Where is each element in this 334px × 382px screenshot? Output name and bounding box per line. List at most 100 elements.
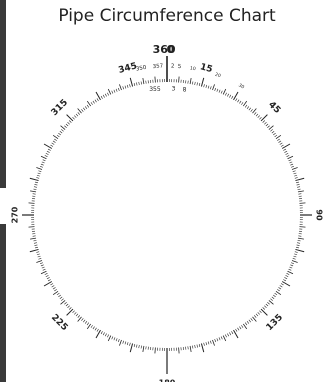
tick-minor	[207, 341, 210, 345]
tick-minor	[107, 334, 109, 338]
tick-minor	[257, 312, 260, 315]
tick-minor	[227, 93, 230, 97]
tick-medium	[189, 78, 192, 85]
tick-medium	[77, 108, 82, 114]
tick-minor	[285, 275, 289, 278]
tick-major	[233, 329, 239, 339]
tick-medium	[222, 88, 227, 95]
small-outer-label: 20	[214, 72, 222, 80]
tick-minor	[38, 170, 42, 172]
tick-minor	[126, 342, 129, 346]
tick-minor	[75, 113, 79, 117]
tick-medium	[212, 339, 215, 346]
tick-minor	[96, 328, 99, 332]
tick-minor	[36, 177, 40, 179]
tick-minor	[40, 163, 44, 166]
tick-minor	[45, 275, 49, 278]
tick-medium	[291, 260, 298, 263]
tick-minor	[54, 289, 57, 292]
tick-medium	[297, 190, 304, 193]
tick-minor	[34, 246, 39, 249]
tick-minor	[235, 98, 238, 102]
tick-minor	[289, 266, 293, 269]
tick-minor	[196, 344, 198, 348]
tick-minor	[94, 99, 97, 103]
tick-major	[200, 77, 205, 87]
tick-minor	[96, 98, 99, 102]
tick-medium	[142, 345, 145, 352]
tick-minor	[244, 322, 248, 326]
tick-medium	[268, 300, 274, 305]
tick-major	[29, 248, 39, 253]
tick-minor	[42, 159, 46, 162]
tick-medium	[30, 237, 37, 240]
tick-minor	[274, 292, 278, 296]
tick-minor	[237, 99, 240, 103]
tick-medium	[60, 300, 66, 305]
tick-minor	[229, 332, 232, 336]
tick-minor	[205, 84, 208, 88]
tick-minor	[214, 339, 217, 343]
tick-minor	[265, 303, 269, 307]
tick-minor	[61, 298, 64, 301]
major-label: 360	[153, 43, 176, 56]
tick-medium	[222, 335, 227, 342]
tick-minor	[84, 321, 88, 324]
tick-minor	[92, 100, 95, 104]
tick-minor	[113, 337, 116, 341]
tick-minor	[277, 138, 280, 141]
tick-minor	[74, 115, 77, 118]
tick-minor	[86, 104, 90, 108]
tick-major	[43, 143, 53, 149]
tick-minor	[83, 319, 86, 323]
tick-minor	[220, 90, 223, 94]
tick-medium	[287, 270, 294, 275]
tick-minor	[42, 268, 46, 271]
tick-minor	[126, 84, 129, 88]
tick-minor	[37, 172, 41, 175]
tick-minor	[214, 87, 217, 91]
tick-minor	[111, 336, 114, 340]
tick-minor	[241, 102, 244, 105]
tick-minor	[56, 292, 60, 296]
chart-title: Pipe Circumference Chart	[58, 6, 276, 26]
tick-minor	[237, 327, 240, 331]
tick-minor	[33, 240, 37, 242]
tick-minor	[34, 181, 39, 184]
tick-minor	[39, 262, 43, 265]
tick-minor	[254, 112, 257, 115]
tick-medium	[299, 226, 306, 228]
tick-minor	[194, 345, 196, 349]
tick-medium	[119, 84, 122, 91]
tick-minor	[34, 184, 38, 186]
tick-minor	[225, 334, 227, 338]
tick-medium	[212, 84, 215, 91]
tick-major	[29, 177, 39, 182]
tick-medium	[252, 108, 257, 114]
major-label: 15	[199, 62, 214, 75]
tick-minor	[100, 95, 103, 99]
tick-minor	[284, 150, 288, 153]
tick-major	[66, 308, 74, 316]
small-outer-label: 5	[177, 64, 181, 70]
tick-minor	[218, 337, 221, 341]
tick-minor	[44, 273, 48, 275]
tick-minor	[74, 312, 77, 315]
tick-minor	[124, 85, 127, 89]
tick-minor	[283, 148, 287, 151]
tick-minor	[297, 242, 301, 244]
tick-minor	[36, 251, 40, 253]
tick-minor	[56, 134, 60, 138]
tick-minor	[104, 333, 107, 337]
tick-medium	[142, 78, 145, 85]
tick-minor	[273, 294, 276, 298]
tick-medium	[299, 202, 306, 204]
tick-minor	[292, 170, 296, 172]
tick-minor	[279, 142, 283, 145]
tick-minor	[68, 307, 72, 310]
tick-major	[95, 91, 101, 101]
tick-minor	[136, 344, 138, 348]
tick-minor	[67, 305, 70, 308]
tick-major	[281, 143, 291, 149]
tick-major	[200, 343, 205, 353]
